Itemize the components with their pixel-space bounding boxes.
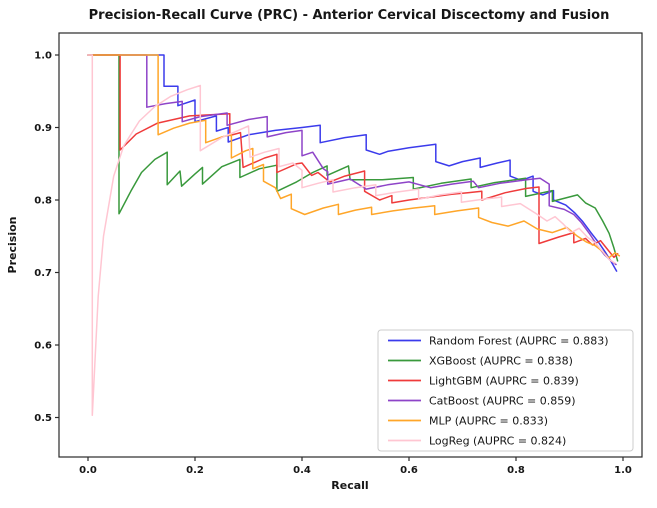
chart-title: Precision-Recall Curve (PRC) - Anterior … <box>89 8 610 23</box>
y-tick-label: 0.6 <box>34 341 52 352</box>
legend-label-xgboost: XGBoost (AUPRC = 0.838) <box>429 355 573 368</box>
plot-area: 0.0 0.2 0.4 0.6 0.8 1.0 0.5 0.6 0.7 0.8 0.9 1.0 Ra… <box>34 32 643 476</box>
y-axis-label: Precision <box>6 217 19 274</box>
legend: Random Forest (AUPRC = 0.883) XGBoost (AU… <box>377 329 634 452</box>
y-tick-label: 0.7 <box>34 268 52 279</box>
series-lines <box>87 54 621 417</box>
x-tick-label: 0.2 <box>186 465 204 476</box>
y-tick-label: 0.8 <box>34 196 52 207</box>
y-tick-label: 1.0 <box>34 51 52 62</box>
legend-label-mlp: MLP (AUPRC = 0.833) <box>429 415 548 428</box>
y-tick-label: 0.9 <box>34 123 52 134</box>
series-line-logreg <box>87 54 616 417</box>
x-tick-label: 0.8 <box>507 465 525 476</box>
series-line-catboost <box>87 54 617 266</box>
y-axis: 0.5 0.6 0.7 0.8 0.9 1.0 <box>34 51 59 424</box>
x-tick-label: 0.4 <box>293 465 311 476</box>
x-tick-label: 0.6 <box>400 465 418 476</box>
y-tick-label: 0.5 <box>34 413 52 424</box>
x-tick-label: 1.0 <box>614 465 632 476</box>
legend-box <box>377 329 634 452</box>
x-tick-label: 0.0 <box>79 465 97 476</box>
legend-label-catboost: CatBoost (AUPRC = 0.859) <box>429 395 576 408</box>
x-axis: 0.0 0.2 0.4 0.6 0.8 1.0 <box>79 457 632 476</box>
legend-label-random-forest: Random Forest (AUPRC = 0.883) <box>429 335 609 348</box>
legend-label-logreg: LogReg (AUPRC = 0.824) <box>429 435 566 448</box>
legend-label-lightgbm: LightGBM (AUPRC = 0.839) <box>429 375 579 388</box>
series-line-xgboost <box>87 54 619 262</box>
x-axis-label: Recall <box>331 479 368 492</box>
series-line-random-forest <box>87 54 618 272</box>
axes-spines <box>58 32 643 458</box>
